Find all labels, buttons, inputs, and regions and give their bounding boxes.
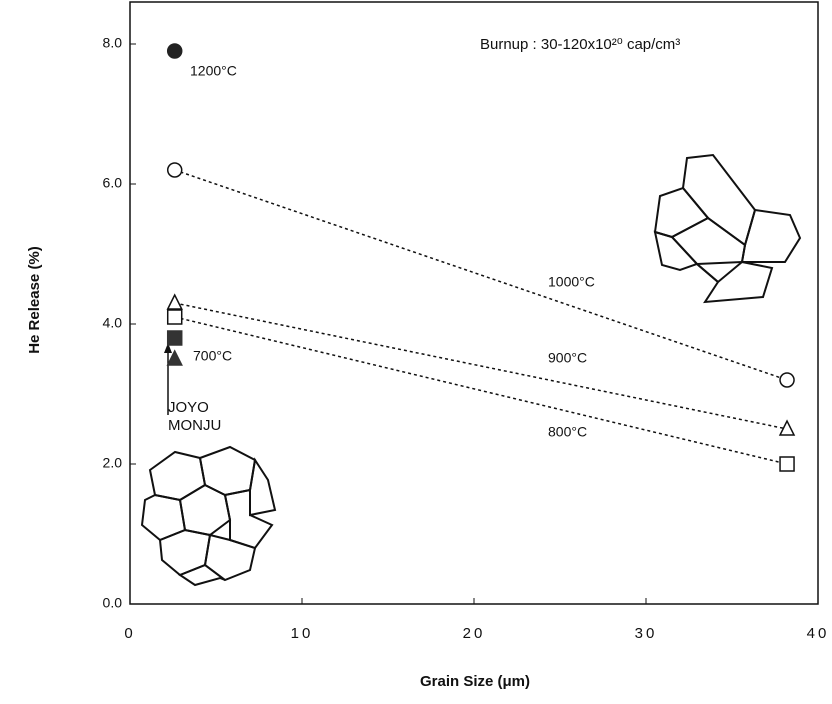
x-tick-label: 0 xyxy=(124,625,135,642)
point xyxy=(779,372,795,388)
series-label: 1200°C xyxy=(190,63,237,79)
y-tick-label: 6.0 xyxy=(103,175,123,191)
plot-frame xyxy=(129,1,819,605)
series-label: 900°C xyxy=(548,350,587,366)
point xyxy=(778,419,796,436)
trend-line xyxy=(174,316,788,465)
annotation: Burnup : 30-120x10²⁰ cap/cm³ xyxy=(480,36,680,53)
annotation: JOYO xyxy=(168,399,209,416)
grain-structure-coarse xyxy=(653,153,802,304)
x-tick-label: 40 xyxy=(807,625,830,642)
series-label: 700°C xyxy=(193,348,232,364)
point xyxy=(166,309,183,325)
grain-structure-fine xyxy=(140,445,277,587)
point xyxy=(779,456,795,472)
y-tick-label: 2.0 xyxy=(103,455,123,471)
y-axis-title: He Release (%) xyxy=(26,246,43,354)
arrow-head xyxy=(164,343,172,353)
x-tick-label: 10 xyxy=(291,625,314,642)
annotation: MONJU xyxy=(168,417,221,434)
point xyxy=(166,43,183,59)
series-label: 1000°C xyxy=(548,274,595,290)
trend-line xyxy=(174,302,788,430)
y-tick-label: 4.0 xyxy=(103,315,123,331)
y-tick-label: 8.0 xyxy=(103,35,123,51)
point xyxy=(166,349,183,366)
series-label: 800°C xyxy=(548,424,587,440)
point xyxy=(166,162,183,178)
point xyxy=(166,293,183,310)
x-tick-label: 20 xyxy=(463,625,486,642)
y-tick-label: 0.0 xyxy=(103,595,123,611)
x-axis-title: Grain Size (μm) xyxy=(420,673,530,690)
x-tick-label: 30 xyxy=(635,625,658,642)
point xyxy=(166,330,183,346)
